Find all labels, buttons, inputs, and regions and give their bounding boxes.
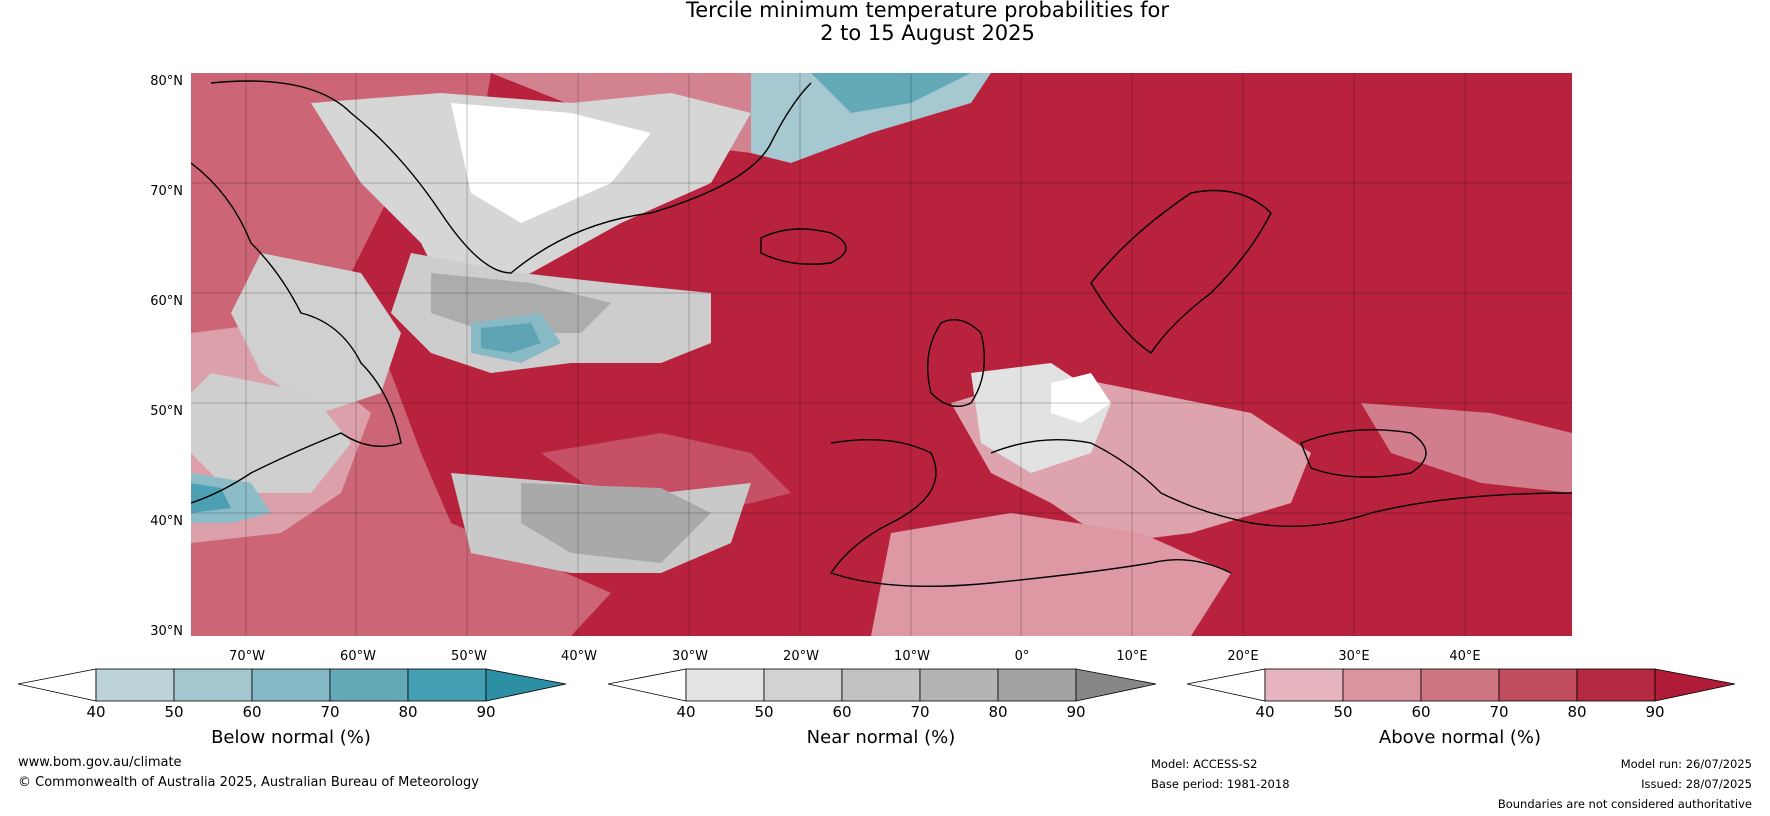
cb-above-title: Above normal (%): [1378, 727, 1542, 748]
chart-title-line1: Tercile minimum temperature probabilitie…: [685, 0, 1170, 22]
cb-near-extend-low: [608, 668, 687, 702]
cb-near-seg-40-50: [685, 668, 765, 702]
lon-label-70w: 70°W: [229, 649, 265, 664]
chart-title-line2: 2 to 15 August 2025: [820, 21, 1035, 45]
coast-iceland: [760, 228, 847, 265]
region-below-normal-denmark-strait-dark: [811, 73, 971, 113]
lat-label-40n: 40°N: [150, 514, 183, 529]
footer-website[interactable]: www.bom.gov.au/climate: [18, 755, 182, 770]
coast-europe: [990, 438, 1572, 528]
coast-scandinavia: [1090, 189, 1272, 354]
cb-near-title: Near normal (%): [806, 727, 956, 748]
cb-above-tick-80: 80: [1567, 703, 1587, 721]
region-near-normal-alps: [1051, 373, 1111, 423]
cb-above-seg-80-90: [1576, 668, 1656, 702]
coast-greenland: [210, 80, 812, 274]
region-below-normal-denmark-strait: [751, 73, 991, 163]
cb-below-tick-70: 70: [320, 703, 340, 721]
cb-above-tick-40: 40: [1255, 703, 1275, 721]
cb-below-extend-high: [485, 668, 567, 702]
cb-near-seg-50-60: [763, 668, 843, 702]
footer-issued: Issued: 28/07/2025: [1641, 777, 1752, 791]
region-near-normal-greenland-white: [451, 103, 651, 223]
cb-near-seg-60-70: [841, 668, 921, 702]
cb-near-tick-80: 80: [988, 703, 1008, 721]
lon-label-20e: 20°E: [1227, 649, 1259, 664]
region-near-normal-newfoundland: [191, 373, 351, 493]
cb-above-seg-60-70: [1420, 668, 1500, 702]
region-near-normal-labrador: [231, 253, 401, 413]
cb-below-extend-low: [18, 668, 97, 702]
cb-above-tick-90: 90: [1645, 703, 1665, 721]
lon-label-10e: 10°E: [1116, 649, 1148, 664]
graticule: [191, 73, 1572, 636]
cb-near-extend-high: [1075, 668, 1157, 702]
lat-label-60n: 60°N: [150, 294, 183, 309]
coast-canada-east: [191, 162, 402, 504]
lon-label-60w: 60°W: [340, 649, 376, 664]
colorbar-near-normal: [608, 668, 1157, 702]
cb-below-tick-50: 50: [164, 703, 184, 721]
cb-near-tick-50: 50: [754, 703, 774, 721]
cb-above-seg-70-80: [1498, 668, 1578, 702]
cb-above-seg-50-60: [1342, 668, 1422, 702]
colorbar-below-normal: [18, 668, 567, 702]
cb-near-tick-60: 60: [832, 703, 852, 721]
coastlines: [191, 80, 1572, 588]
cb-above-extend-high: [1654, 668, 1736, 702]
coast-iberia-africa: [829, 438, 1232, 588]
cb-above-seg-40-50: [1264, 668, 1344, 702]
cb-below-seg-40-50: [95, 668, 175, 702]
colorbar-above-normal: [1187, 668, 1736, 702]
footer-model: Model: ACCESS-S2: [1151, 757, 1258, 771]
lon-label-10w: 10°W: [894, 649, 930, 664]
lon-label-0: 0°: [1014, 649, 1030, 664]
lon-label-30w: 30°W: [672, 649, 708, 664]
lat-label-50n: 50°N: [150, 404, 183, 419]
cb-below-seg-60-70: [251, 668, 331, 702]
region-above-light-east: [1361, 403, 1572, 493]
cb-above-tick-60: 60: [1411, 703, 1431, 721]
lat-label-80n: 80°N: [150, 74, 183, 89]
lon-label-20w: 20°W: [783, 649, 819, 664]
footer-copyright: © Commonwealth of Australia 2025, Austra…: [18, 775, 479, 790]
probability-map: [191, 73, 1572, 636]
footer-disclaimer: Boundaries are not considered authoritat…: [1497, 797, 1752, 811]
cb-near-tick-90: 90: [1066, 703, 1086, 721]
region-near-normal-atlantic-south-dark: [521, 483, 711, 563]
footer-base-period: Base period: 1981-2018: [1151, 777, 1290, 791]
cb-below-seg-70-80: [329, 668, 409, 702]
lat-label-30n: 30°N: [150, 624, 183, 639]
cb-below-seg-80-90: [407, 668, 487, 702]
cb-above-tick-50: 50: [1333, 703, 1353, 721]
cb-near-seg-70-80: [919, 668, 999, 702]
region-near-normal-atlantic-dark: [431, 273, 611, 333]
coast-black-sea: [1300, 428, 1427, 478]
coast-british-isles: [926, 319, 986, 407]
cb-below-tick-80: 80: [398, 703, 418, 721]
cb-above-tick-70: 70: [1489, 703, 1509, 721]
cb-below-seg-50-60: [173, 668, 253, 702]
lon-label-40e: 40°E: [1449, 649, 1481, 664]
cb-above-extend-low: [1187, 668, 1266, 702]
lon-label-50w: 50°W: [451, 649, 487, 664]
cb-below-title: Below normal (%): [211, 727, 371, 748]
lon-label-40w: 40°W: [561, 649, 597, 664]
lat-label-70n: 70°N: [150, 184, 183, 199]
cb-near-seg-80-90: [997, 668, 1077, 702]
cb-below-tick-90: 90: [476, 703, 496, 721]
cb-below-tick-40: 40: [86, 703, 106, 721]
cb-below-tick-60: 60: [242, 703, 262, 721]
footer-model-run: Model run: 26/07/2025: [1620, 757, 1752, 771]
cb-near-tick-70: 70: [910, 703, 930, 721]
region-above-light-africa: [871, 513, 1231, 636]
region-below-normal-mid-atlantic-core: [481, 323, 541, 353]
lon-label-30e: 30°E: [1338, 649, 1370, 664]
cb-near-tick-40: 40: [676, 703, 696, 721]
